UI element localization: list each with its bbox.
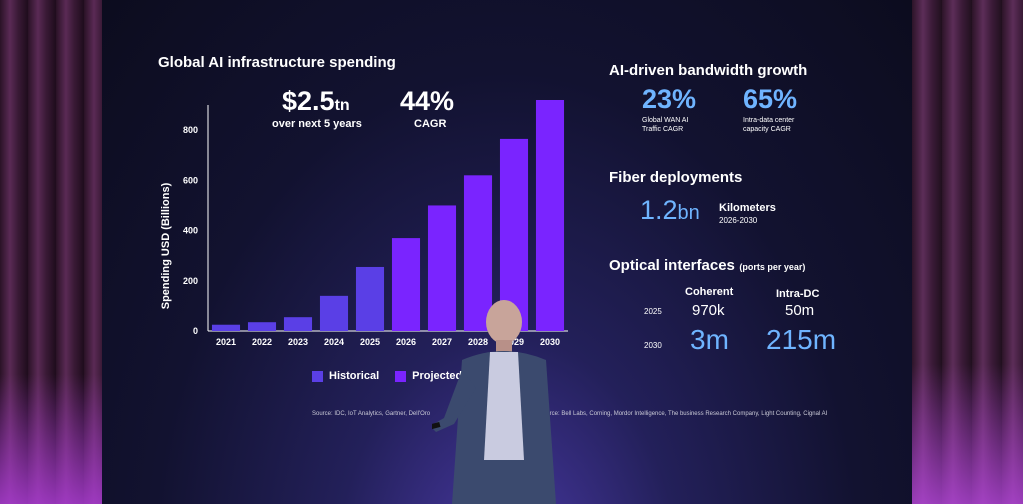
row-2025-year: 2025 [644,307,662,316]
x-tick-label: 2023 [288,337,308,347]
left-source: Source: IDC, IoT Analytics, Gartner, Del… [312,411,431,417]
wan-label: Global WAN AI Traffic CAGR [642,116,688,134]
bandwidth-title: AI-driven bandwidth growth [609,62,808,79]
bar-2030 [535,100,565,331]
bar-2025 [355,266,385,331]
y-tick-label: 800 [183,125,198,135]
stat-total-value: $2.5 [282,86,335,116]
stat-cagr-value: 44% [400,86,455,116]
stat-total: $2.5tn [282,86,350,117]
x-tick-label: 2025 [360,337,380,347]
y-tick-label: 600 [183,175,198,185]
fiber-title: Fiber deployments [609,169,743,186]
x-tick-label: 2026 [396,337,416,347]
stat-total-unit: tn [334,97,350,114]
bar-2028 [463,175,493,331]
dc-label: Intra-data center capacity CAGR [743,116,794,134]
bar-2021 [211,324,241,331]
bar-2027 [427,205,457,331]
row-2025-coherent: 970k [692,302,725,319]
x-tick-label: 2021 [216,337,236,347]
right-curtain [912,0,1023,504]
x-tick-label: 2030 [540,337,560,347]
y-tick-label: 400 [183,226,198,236]
row-2030-intradc: 215m [766,324,837,355]
bar-2024 [319,295,349,331]
fiber-value: 1.2 [640,195,678,225]
dc-value: 65% [743,84,798,114]
wan-label-line2: Traffic CAGR [642,126,684,133]
x-tick-label: 2029 [504,337,524,347]
stat-cagr-label: CAGR [414,118,447,130]
optical-subtitle: (ports per year) [739,262,806,272]
col-coherent: Coherent [685,286,734,298]
optical-title: Optical interfaces [609,257,735,274]
y-tick-label: 200 [183,276,198,286]
legend-swatch-projected [395,370,407,382]
col-intradc: Intra-DC [776,288,820,300]
chart-legend: Historical Projected [312,370,462,382]
row-2025-intradc: 50m [785,302,815,319]
wan-value: 23% [642,84,697,114]
legend-label-projected: Projected [412,370,463,382]
fiber-label: Kilometers [719,202,776,214]
presentation-screen: Global AI infrastructure spending $2.5tn… [102,0,912,504]
legend-swatch-historical [312,370,323,382]
y-tick-label: 0 [193,326,198,336]
fiber-years: 2026-2030 [719,216,758,225]
spending-title: Global AI infrastructure spending [158,54,396,71]
x-tick-label: 2027 [432,337,452,347]
fiber-unit: bn [677,202,700,224]
bar-2022 [247,322,277,331]
bar-2023 [283,317,313,331]
x-tick-label: 2022 [252,337,272,347]
left-curtain [0,0,102,504]
x-tick-label: 2028 [468,337,488,347]
legend-label-historical: Historical [329,370,380,382]
bar-2029 [499,138,529,331]
dc-label-line1: Intra-data center [743,117,795,124]
row-2030-coherent: 3m [690,324,729,355]
bar-2026 [391,238,421,331]
right-source: Source: Bell Labs, Corning, Mordor Intel… [539,411,828,417]
stat-total-label: over next 5 years [272,118,362,130]
fiber-stat: 1.2bn [640,195,700,226]
wan-label-line1: Global WAN AI [642,117,689,124]
spending-bar-chart: Spending USD (Billions) 0 200 400 600 800 202… [160,100,568,347]
row-2030-year: 2030 [644,341,662,350]
dc-label-line2: capacity CAGR [743,126,791,133]
optical-heading: Optical interfaces (ports per year) [609,257,805,275]
x-tick-label: 2024 [324,337,344,347]
y-axis-label: Spending USD (Billions) [160,182,172,309]
presenter-figure [432,300,556,504]
